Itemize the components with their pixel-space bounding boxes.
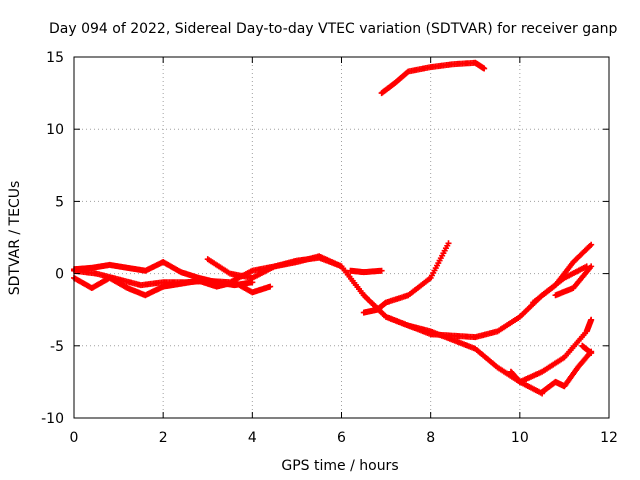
series-track-k: [530, 241, 595, 306]
ticks: 0 2 4 6 8 10 12 -10 -5 0 5 10 15: [41, 50, 618, 446]
series-track-g: [378, 59, 488, 97]
x-tick-label: 0: [70, 430, 79, 446]
series-track-f: [347, 267, 385, 276]
y-tick-label: 15: [46, 50, 64, 66]
data-point: [267, 283, 274, 290]
x-tick-label: 10: [511, 430, 529, 446]
chart-title: Day 094 of 2022, Sidereal Day-to-day VTE…: [49, 21, 618, 37]
y-tick-label: 5: [55, 194, 64, 210]
x-axis-label: GPS time / hours: [281, 458, 398, 474]
y-axis-label: SDTVAR / TECUs: [7, 181, 23, 296]
x-tick-label: 8: [426, 430, 435, 446]
series-track-j: [552, 263, 595, 299]
series-track-e: [360, 240, 452, 316]
series-track-b: [71, 274, 274, 299]
series-track-i: [539, 348, 595, 396]
data-points: [71, 59, 595, 397]
data-point: [481, 65, 488, 72]
y-tick-label: 10: [46, 122, 64, 138]
series-track-c: [71, 259, 256, 289]
series-track-l: [579, 342, 595, 357]
series-track-d: [204, 253, 546, 397]
y-tick-label: -5: [50, 339, 64, 355]
x-tick-label: 4: [248, 430, 257, 446]
data-point: [588, 316, 595, 323]
data-point: [378, 267, 385, 274]
series-track-h: [507, 316, 595, 385]
data-point: [588, 263, 595, 270]
x-tick-label: 2: [159, 430, 168, 446]
data-point: [445, 240, 452, 247]
grid: [74, 57, 609, 418]
data-point: [588, 241, 595, 248]
x-tick-label: 6: [337, 430, 346, 446]
y-tick-label: 0: [55, 267, 64, 283]
data-point: [588, 350, 595, 357]
x-tick-label: 12: [600, 430, 618, 446]
y-tick-label: -10: [41, 411, 64, 427]
